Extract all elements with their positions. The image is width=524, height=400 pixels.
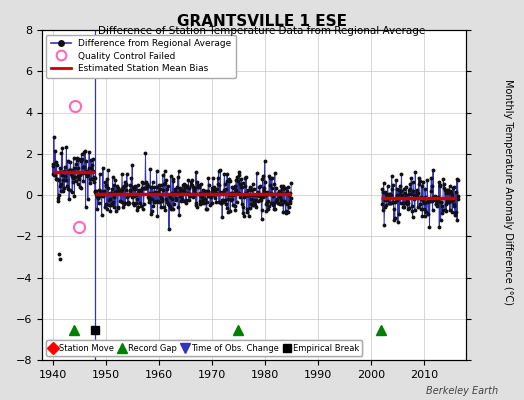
Legend: Station Move, Record Gap, Time of Obs. Change, Empirical Break: Station Move, Record Gap, Time of Obs. C… (46, 340, 363, 356)
Text: Difference of Station Temperature Data from Regional Average: Difference of Station Temperature Data f… (99, 26, 425, 36)
Text: Berkeley Earth: Berkeley Earth (425, 386, 498, 396)
Text: Monthly Temperature Anomaly Difference (°C): Monthly Temperature Anomaly Difference (… (503, 79, 514, 305)
Text: GRANTSVILLE 1 ESE: GRANTSVILLE 1 ESE (177, 14, 347, 29)
